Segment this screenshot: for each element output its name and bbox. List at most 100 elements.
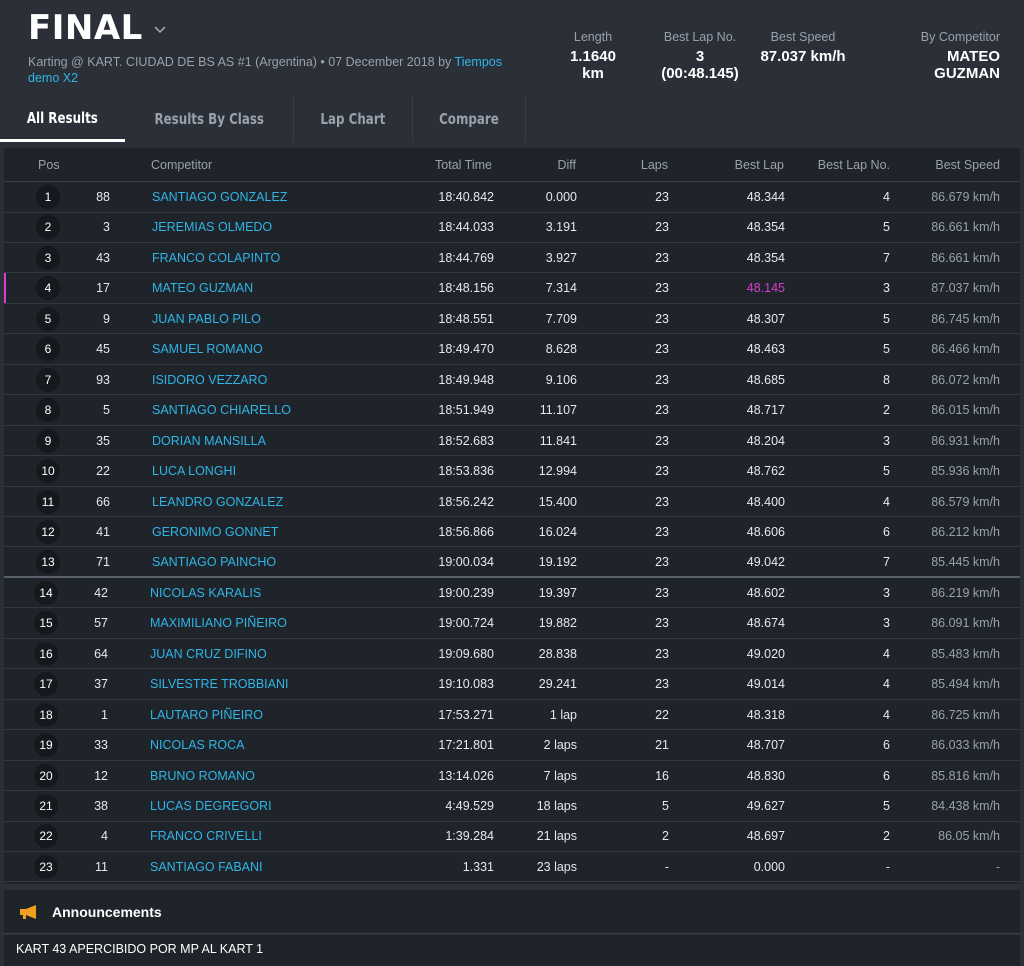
title-selector[interactable]: FINAL: [28, 8, 167, 48]
competitor-name[interactable]: SANTIAGO GONZALEZ: [152, 190, 288, 204]
table-row[interactable]: 1 88 SANTIAGO GONZALEZ 18:40.842 0.000 23 48.3…: [4, 182, 1020, 213]
best-speed: 86.579 km/h: [931, 494, 1000, 509]
competitor-name[interactable]: BRUNO ROMANO: [150, 768, 255, 783]
total-time: 18:52.683: [438, 433, 494, 448]
table-row[interactable]: 3 43 FRANCO COLAPINTO 18:44.769 3.927 23 48.35…: [4, 243, 1020, 274]
table-row[interactable]: 21 38 LUCAS DEGREGORI 4:49.529 18 laps 5 49.62…: [4, 791, 1020, 822]
diff: 7.314: [545, 281, 577, 296]
diff: 23 laps: [536, 859, 577, 874]
best-speed: 86.015 km/h: [931, 403, 1000, 418]
table-row[interactable]: 15 57 MAXIMILIANO PIÑEIRO 19:00.724 19.882 23…: [4, 608, 1020, 639]
competitor-name[interactable]: FRANCO CRIVELLI: [150, 829, 262, 844]
competitor-name[interactable]: SANTIAGO FABANI: [150, 859, 263, 874]
competitor-name[interactable]: MATEO GUZMAN: [152, 281, 254, 296]
table-row[interactable]: 9 35 DORIAN MANSILLA 18:52.683 11.841 23 48.20…: [4, 426, 1020, 457]
total-time: 17:21.801: [438, 738, 494, 753]
best-lap-no: 3: [883, 281, 890, 296]
competitor-name[interactable]: GERONIMO GONNET: [152, 524, 279, 539]
diff: 3.191: [545, 220, 577, 235]
table-row[interactable]: 14 42 NICOLAS KARALIS 19:00.239 19.397 23 48.6…: [4, 578, 1020, 609]
total-time: 1.331: [462, 859, 494, 874]
competitor-name[interactable]: NICOLAS KARALIS: [150, 585, 262, 600]
position-badge: 18: [34, 702, 58, 727]
competitor-name[interactable]: JUAN PABLO PILO: [152, 311, 261, 326]
table-row[interactable]: 10 22 LUCA LONGHI 18:53.836 12.994 23 48.762 5 8…: [4, 456, 1020, 487]
best-lap-no: 4: [883, 677, 890, 692]
table-row[interactable]: 11 66 LEANDRO GONZALEZ 18:56.242 15.400 23 48.…: [4, 487, 1020, 517]
tab-all-results[interactable]: All Results: [0, 96, 125, 142]
stat-value: 3 (00:48.145): [661, 48, 739, 82]
col-best-lap[interactable]: Best Lap: [734, 158, 784, 172]
chevron-down-icon[interactable]: [153, 23, 167, 37]
table-row[interactable]: 5 9 JUAN PABLO PILO 18:48.551 7.709 23 48.307 5…: [4, 304, 1020, 335]
table-row[interactable]: 16 64 JUAN CRUZ DIFINO 19:09.680 28.838 23 49.…: [4, 639, 1020, 670]
organizer-link[interactable]: Tiempos demo X2: [28, 55, 502, 85]
best-lap-no: 6: [883, 524, 890, 539]
col-diff[interactable]: Diff: [557, 158, 576, 172]
competitor-name[interactable]: ISIDORO VEZZARO: [152, 372, 268, 387]
competitor-name[interactable]: DORIAN MANSILLA: [152, 433, 266, 448]
best-lap-no: -: [885, 859, 890, 874]
col-laps[interactable]: Laps: [640, 158, 668, 172]
col-best-lap-no[interactable]: Best Lap No.: [817, 158, 890, 172]
table-row[interactable]: 2 3 JEREMIAS OLMEDO 18:44.033 3.191 23 48.354 5…: [4, 212, 1020, 243]
tab-lap-chart[interactable]: Lap Chart: [294, 96, 413, 142]
diff: 9.106: [545, 372, 577, 387]
competitor-name[interactable]: NICOLAS ROCA: [150, 738, 245, 753]
competitor-name[interactable]: LEANDRO GONZALEZ: [152, 494, 284, 509]
table-row[interactable]: 20 12 BRUNO ROMANO 13:14.026 7 laps 16 48.830 6…: [4, 761, 1020, 792]
kart-number: 17: [96, 281, 110, 296]
competitor-name[interactable]: MAXIMILIANO PIÑEIRO: [150, 616, 287, 631]
competitor-name[interactable]: LUCA LONGHI: [152, 464, 237, 479]
competitor-name[interactable]: FRANCO COLAPINTO: [152, 250, 281, 265]
best-lap: 48.145: [746, 281, 785, 296]
table-row[interactable]: 13 71 SANTIAGO PAINCHO 19:00.034 19.192 23 49.…: [4, 547, 1020, 578]
session-stats: Length 1.1640 km Best Lap No. 3 (00:48.1…: [0, 30, 1024, 82]
col-pos[interactable]: Pos: [38, 158, 60, 172]
diff: 11.841: [539, 433, 577, 448]
table-row[interactable]: 22 4 FRANCO CRIVELLI 1:39.284 21 laps 2 48.697…: [4, 821, 1020, 852]
competitor-name[interactable]: LAUTARO PIÑEIRO: [150, 707, 263, 722]
competitor-name[interactable]: SANTIAGO PAINCHO: [152, 555, 277, 570]
laps: 23: [655, 220, 669, 235]
table-row[interactable]: 17 37 SILVESTRE TROBBIANI 19:10.083 29.241 23…: [4, 669, 1020, 700]
best-speed: 85.483 km/h: [931, 646, 1000, 661]
table-row[interactable]: 12 41 GERONIMO GONNET 18:56.866 16.024 23 48.6…: [4, 517, 1020, 548]
col-best-speed[interactable]: Best Speed: [935, 158, 1000, 172]
competitor-name[interactable]: JEREMIAS OLMEDO: [152, 220, 273, 235]
best-lap: 48.602: [746, 585, 785, 600]
best-speed: 85.936 km/h: [931, 464, 1000, 479]
stat-value: MATEO GUZMAN: [934, 48, 1000, 82]
position-badge: 16: [34, 641, 58, 666]
position-badge: 14: [34, 580, 58, 605]
table-row[interactable]: 19 33 NICOLAS ROCA 17:21.801 2 laps 21 48.707 6…: [4, 730, 1020, 761]
tab-results-by-class[interactable]: Results By Class: [125, 96, 295, 142]
competitor-name[interactable]: SANTIAGO CHIARELLO: [152, 403, 291, 418]
best-speed: 87.037 km/h: [931, 281, 1000, 296]
competitor-name[interactable]: SAMUEL ROMANO: [152, 342, 263, 357]
table-row[interactable]: 18 1 LAUTARO PIÑEIRO 17:53.271 1 lap 22 48.318…: [4, 700, 1020, 731]
kart-number: 5: [103, 403, 110, 418]
competitor-name[interactable]: LUCAS DEGREGORI: [150, 799, 272, 813]
table-row[interactable]: 6 45 SAMUEL ROMANO 18:49.470 8.628 23 48.463 5 8…: [4, 334, 1020, 365]
col-total-time[interactable]: Total Time: [435, 158, 492, 172]
tab-label: Compare: [439, 110, 499, 128]
best-lap: 48.318: [746, 707, 785, 722]
best-speed: 86.05 km/h: [938, 829, 1000, 844]
table-row[interactable]: 4 17 MATEO GUZMAN 18:48.156 7.314 23 48.145 3 87…: [4, 273, 1020, 304]
best-lap: 48.697: [746, 829, 785, 844]
best-lap-no: 4: [883, 494, 890, 509]
position-badge: 11: [36, 489, 60, 514]
table-row[interactable]: 8 5 SANTIAGO CHIARELLO 18:51.949 11.107 23 48.…: [4, 395, 1020, 426]
best-speed: 86.091 km/h: [931, 616, 1000, 631]
position-badge: 19: [34, 733, 58, 758]
kart-number: 57: [94, 616, 108, 631]
table-row[interactable]: 7 93 ISIDORO VEZZARO 18:49.948 9.106 23 48.685…: [4, 365, 1020, 396]
laps: 23: [655, 494, 669, 509]
competitor-name[interactable]: JUAN CRUZ DIFINO: [150, 646, 267, 661]
col-competitor[interactable]: Competitor: [151, 158, 213, 172]
table-row[interactable]: 23 11 SANTIAGO FABANI 1.331 23 laps - 0.000 - -: [4, 852, 1020, 883]
tab-compare[interactable]: Compare: [413, 96, 526, 142]
total-time: 18:44.769: [438, 250, 494, 265]
competitor-name[interactable]: SILVESTRE TROBBIANI: [150, 677, 289, 692]
